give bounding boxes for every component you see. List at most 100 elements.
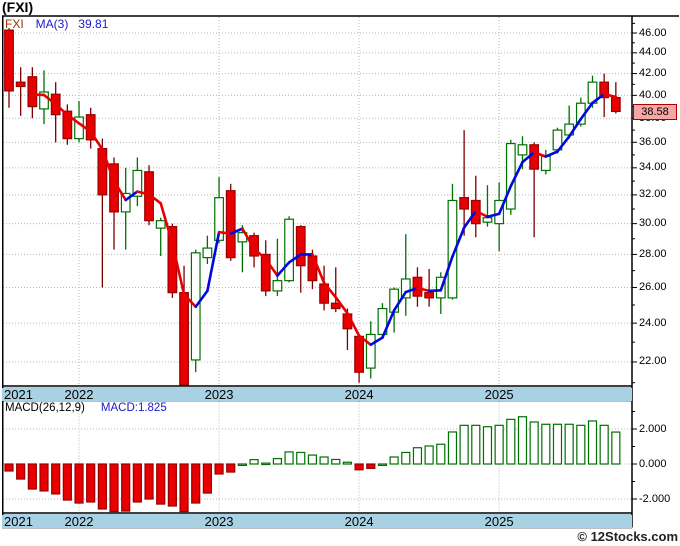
x-axis-year-band-upper: 2021 2022 2023 2024 2025 [2, 386, 632, 402]
ma3-line-segment [346, 312, 361, 338]
macd-bar-negative [4, 463, 14, 472]
macd-axis-label: 2.000 [639, 422, 667, 435]
macd-bar-positive [342, 461, 353, 465]
macd-bar-positive [471, 424, 481, 465]
macd-bar-negative [354, 463, 364, 471]
ma3-line-segment [217, 230, 233, 235]
macd-bar-positive [459, 424, 469, 465]
macd-bar-positive [272, 457, 283, 465]
ma3-line-segment [521, 151, 536, 164]
macd-bar-negative [214, 463, 224, 475]
ma3-line-segment [556, 135, 571, 153]
ma3-line-segment [136, 190, 151, 196]
macd-bar-negative [366, 463, 376, 469]
price-axis-label: 46.00 [639, 26, 667, 39]
macd-bar-negative [202, 463, 212, 494]
ma3-line-segment [591, 92, 606, 105]
candle-body-down [179, 292, 189, 386]
price-axis-label: 32.00 [639, 188, 667, 201]
ticker-symbol-label: FXI [5, 17, 24, 31]
macd-bar-negative [121, 463, 131, 512]
macd-bar-positive [331, 458, 341, 465]
ma3-line-segment [89, 130, 104, 151]
macd-bar-positive [494, 424, 504, 465]
ma3-line-segment [567, 117, 583, 138]
macd-bar-positive [564, 423, 574, 465]
candle-body-up [400, 278, 411, 299]
candle-body-up [272, 280, 283, 292]
ma3-line-segment [171, 242, 186, 296]
macd-bar-positive [482, 426, 493, 465]
macd-bar-negative [51, 463, 61, 495]
macd-bar-negative [74, 463, 84, 504]
macd-bar-positive [412, 447, 423, 465]
macd-bar-positive [436, 443, 446, 465]
price-axis-label: 28.00 [639, 247, 667, 260]
ma3-line-segment [334, 295, 349, 315]
macd-bar-positive [552, 423, 563, 465]
macd-bar-negative [16, 463, 26, 480]
macd-bar-positive [506, 418, 516, 465]
ma3-line-segment [462, 209, 478, 229]
macd-bar-positive [599, 424, 609, 465]
macd-bar-positive [284, 451, 294, 465]
year-label-2025: 2025 [484, 513, 514, 529]
macd-bar-negative [144, 463, 154, 500]
main-chart-legend: FXI MA(3) 39.81 [5, 17, 108, 31]
ma3-line-segment [66, 113, 81, 125]
macd-value-label: MACD:1.825 [100, 402, 167, 414]
macd-axis-label: 0.000 [639, 457, 667, 470]
price-axis-label: 44.00 [639, 46, 667, 59]
candle-body-down [15, 81, 26, 88]
macd-bar-positive [307, 454, 318, 465]
candle-body-down [412, 276, 423, 297]
ma3-line-segment [322, 281, 338, 299]
price-axis-label: 30.00 [639, 217, 667, 230]
year-label-2023: 2023 [204, 386, 234, 402]
ma3-line-segment [369, 336, 384, 347]
ma3-line-segment [416, 286, 431, 293]
candle-body-up [39, 91, 49, 110]
macd-bar-positive [576, 424, 586, 465]
ma3-line-segment [544, 150, 559, 158]
year-label-2025: 2025 [484, 386, 514, 402]
macd-bar-positive [296, 451, 306, 465]
macd-bar-negative [62, 463, 72, 501]
ma3-line-segment [194, 289, 209, 309]
candle-body-down [4, 29, 14, 92]
year-label-2022: 2022 [64, 386, 94, 402]
ma3-line-segment [532, 151, 548, 158]
macd-bar-negative [167, 463, 177, 507]
ma3-line-segment [159, 201, 174, 245]
ma-value: 39.81 [78, 17, 109, 31]
macd-axis-label: -2.000 [639, 492, 671, 505]
ma3-line-segment [276, 261, 291, 277]
ma3-line-segment [287, 253, 303, 264]
candle-body-down [529, 144, 540, 170]
candle-body-up [482, 217, 493, 223]
watermark-credit: © 12Stocks.com [577, 529, 678, 544]
ma3-line-segment [357, 334, 373, 347]
macd-bar-positive [389, 456, 399, 465]
macd-bar-positive [587, 420, 598, 465]
candle-body-down [295, 226, 306, 267]
ma3-line-segment [451, 226, 466, 258]
macd-bar-negative [191, 463, 201, 504]
year-label-2022: 2022 [64, 513, 94, 529]
macd-bar-positive [237, 463, 247, 466]
macd-bar-negative [97, 463, 107, 510]
candle-body-down [424, 292, 435, 299]
candle-body-up [214, 197, 224, 241]
candle-body-down [459, 197, 470, 210]
macd-param-label: MACD(26,12,9) [5, 402, 85, 414]
ma3-line-segment [509, 160, 524, 188]
macd-bar-positive [541, 423, 551, 465]
candle-body-up [540, 155, 551, 172]
ma3-line-segment [241, 227, 256, 250]
macd-bar-positive [249, 459, 259, 465]
ma3-line-segment [77, 122, 92, 134]
ma3-line-segment [427, 289, 443, 293]
macd-legend: MACD(26,12,9) MACD:1.825 [5, 402, 167, 414]
